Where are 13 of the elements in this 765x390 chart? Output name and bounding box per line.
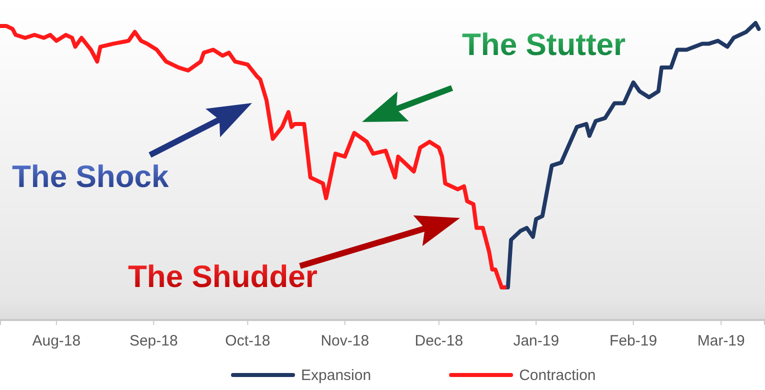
legend-label: Contraction bbox=[519, 367, 596, 384]
x-tick-label: Nov-18 bbox=[320, 332, 370, 350]
x-tick-label: Oct-18 bbox=[225, 332, 270, 350]
x-tick-label: Sep-18 bbox=[129, 332, 178, 350]
annotation: The Stutter bbox=[462, 27, 626, 62]
annotation: The Shudder bbox=[128, 259, 318, 294]
x-tick-label: Mar-19 bbox=[697, 332, 745, 350]
x-tick-label: Jan-19 bbox=[513, 332, 560, 350]
legend-label: Expansion bbox=[301, 367, 372, 384]
x-tick-label: Feb-19 bbox=[610, 332, 658, 350]
x-tick-label: Aug-18 bbox=[32, 332, 81, 350]
annotation: The Shock bbox=[12, 159, 170, 194]
x-tick-label: Dec-18 bbox=[414, 332, 464, 350]
